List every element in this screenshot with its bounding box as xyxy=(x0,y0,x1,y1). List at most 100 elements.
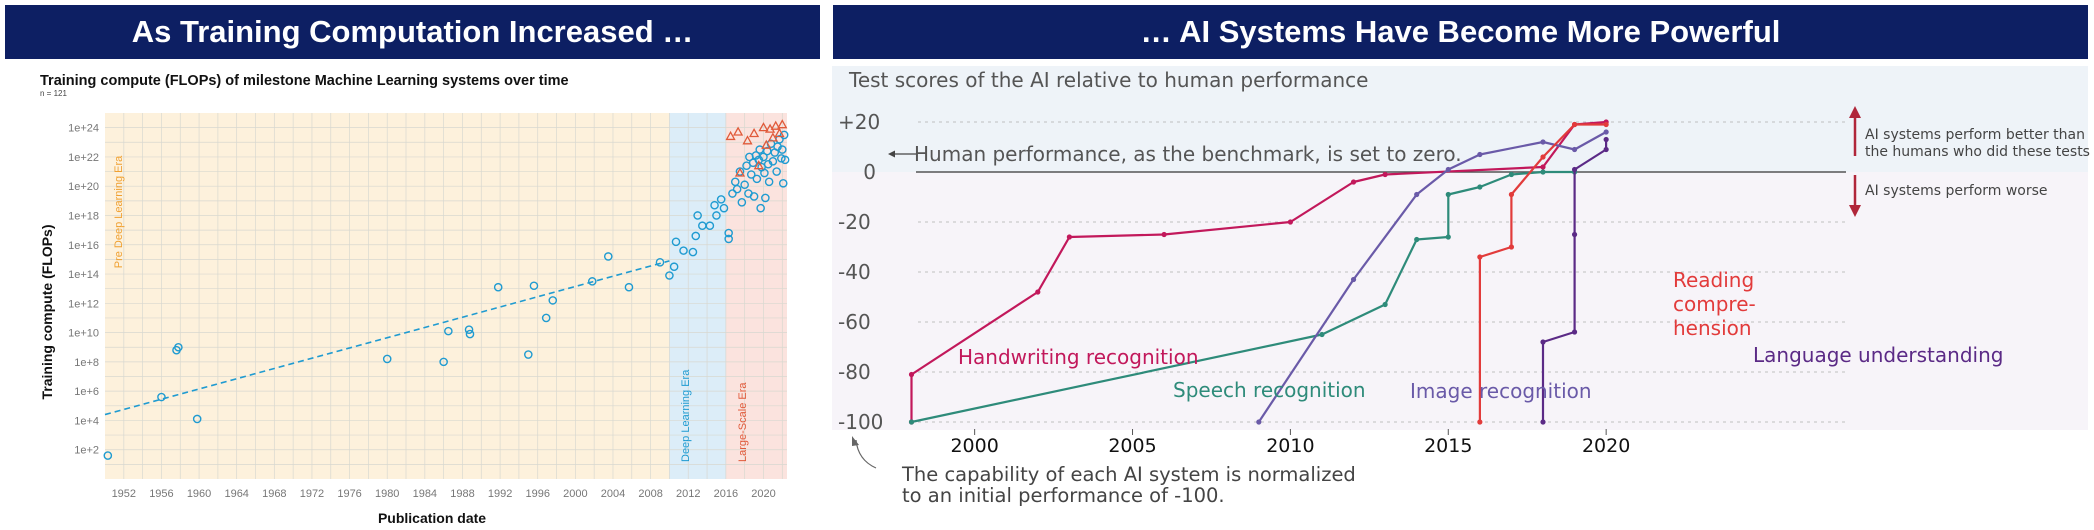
era-band xyxy=(669,113,726,479)
reading-comprehension-point xyxy=(1540,154,1546,160)
baseline-pointer-arrowhead xyxy=(888,150,895,158)
y-tick-label: -80 xyxy=(838,360,871,384)
data-point xyxy=(710,200,719,210)
handwriting-recognition-point xyxy=(1540,164,1546,170)
data-point xyxy=(759,152,768,162)
data-point xyxy=(493,282,503,292)
y-tick-label: 1e+22 xyxy=(68,152,99,164)
data-point xyxy=(624,282,634,292)
compute-chart-xlabel: Publication date xyxy=(378,510,486,526)
data-point xyxy=(760,168,769,178)
data-point xyxy=(746,170,756,179)
data-point xyxy=(157,392,166,402)
data-point xyxy=(524,350,533,359)
handwriting-recognition-point xyxy=(1161,231,1167,238)
data-point xyxy=(439,357,448,367)
era-band xyxy=(725,113,787,479)
image-recognition-point xyxy=(1571,146,1578,153)
x-tick-label: 2012 xyxy=(676,488,700,500)
data-point xyxy=(716,195,726,204)
banner-right: … AI Systems Have Become More Powerful xyxy=(833,5,2088,59)
era-label: Large-Scale Era xyxy=(737,382,749,462)
normalization-note-line-1: The capability of each AI system is norm… xyxy=(901,463,1356,486)
data-point xyxy=(777,145,787,154)
speech-recognition-point xyxy=(1445,191,1451,198)
image-recognition-point xyxy=(1477,151,1483,158)
compute-chart-subtitle: n = 121 xyxy=(40,89,67,98)
x-tick-label: 1960 xyxy=(187,488,211,500)
y-tick-label: -20 xyxy=(838,210,871,234)
x-tick-label: 2008 xyxy=(638,488,662,500)
data-point xyxy=(728,189,737,198)
y-tick-label: 1e+4 xyxy=(74,415,99,427)
series-label-line: hension xyxy=(1673,316,1752,340)
series-label: Language understanding xyxy=(1753,343,2003,367)
data-point xyxy=(724,228,733,238)
data-point-triangle xyxy=(758,122,769,132)
language-understanding-point xyxy=(1540,339,1546,345)
y-tick-label: 1e+16 xyxy=(68,240,99,252)
x-tick-label: 1976 xyxy=(337,488,361,500)
era-label: Deep Learning Era xyxy=(680,369,692,462)
reading-comprehension-point xyxy=(1477,419,1483,425)
data-point-triangle xyxy=(774,127,785,138)
banner-left: As Training Computation Increased … xyxy=(5,5,820,59)
speech-recognition-point xyxy=(1540,169,1546,175)
handwriting-recognition-point xyxy=(1382,171,1388,178)
data-point-triangle xyxy=(753,160,764,170)
data-point xyxy=(603,252,613,261)
above-benchmark-background xyxy=(832,66,2088,172)
data-point xyxy=(761,193,770,203)
data-point-triangle xyxy=(761,139,772,149)
data-point xyxy=(693,211,702,220)
data-point-triangle xyxy=(770,120,781,130)
y-tick-label: 1e+6 xyxy=(74,386,99,398)
data-point xyxy=(705,221,715,231)
data-point-triangle xyxy=(732,126,744,136)
speech-recognition-point xyxy=(1445,234,1451,240)
data-point xyxy=(587,277,597,286)
data-point xyxy=(712,211,721,220)
legend-better: AI systems perform better than the humans… xyxy=(1865,127,2090,160)
handwriting-recognition-point xyxy=(1350,179,1357,185)
y-tick-label: +20 xyxy=(838,110,880,134)
x-tick-label: 1988 xyxy=(450,488,474,500)
reading-comprehension-point xyxy=(1603,121,1609,128)
data-point xyxy=(665,271,674,280)
language-understanding-point xyxy=(1540,419,1546,425)
y-tick-label: 1e+18 xyxy=(68,210,99,222)
y-tick-label: 1e+8 xyxy=(74,357,99,369)
speech-recognition-point xyxy=(1382,301,1388,308)
ai-performance-chart: Test scores of the AI relative to human … xyxy=(832,66,2090,507)
language-understanding-point xyxy=(1603,136,1609,143)
x-tick-label: 2016 xyxy=(714,488,738,500)
handwriting-recognition-point xyxy=(1287,219,1293,225)
banner-right-title: … AI Systems Have Become More Powerful xyxy=(1140,14,1781,49)
data-point xyxy=(737,198,747,207)
series-label-line: compre- xyxy=(1673,292,1756,316)
image-recognition-point xyxy=(1445,166,1451,173)
data-point xyxy=(541,313,551,323)
x-tick-label: 2005 xyxy=(1108,435,1156,457)
data-point xyxy=(174,342,183,352)
series-label-line: Reading xyxy=(1673,268,1754,292)
speech-recognition-point xyxy=(1508,171,1515,178)
handwriting-recognition-point xyxy=(1066,234,1072,240)
data-point-triangle xyxy=(748,127,760,138)
x-tick-label: 2000 xyxy=(563,488,587,500)
legend-better-line-2: the humans who did these tests xyxy=(1865,144,2090,160)
language-understanding-point xyxy=(1571,329,1578,335)
data-point xyxy=(679,246,688,255)
speech-recognition-point xyxy=(1319,331,1325,338)
y-tick-label: 1e+14 xyxy=(68,269,99,281)
data-point xyxy=(444,326,453,336)
x-tick-label: 1964 xyxy=(224,488,248,500)
y-tick-label: -100 xyxy=(838,410,883,434)
data-point xyxy=(779,130,789,140)
x-tick-label: 1996 xyxy=(525,488,549,500)
note-arrowhead xyxy=(852,436,859,446)
x-tick-label: 1968 xyxy=(262,488,286,500)
era-label: Pre Deep Learning Era xyxy=(113,155,125,268)
data-point xyxy=(780,155,790,165)
better-arrowhead xyxy=(1849,106,1861,118)
